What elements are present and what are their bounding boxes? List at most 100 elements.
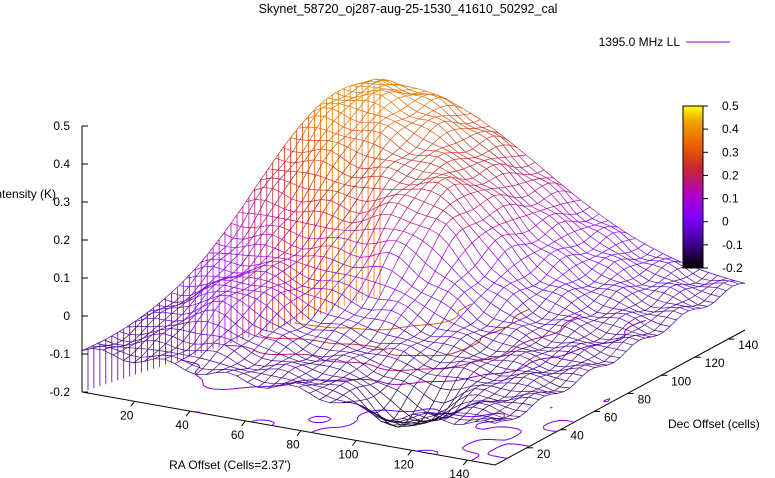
mesh-line [619, 302, 630, 308]
mesh-line [196, 289, 205, 298]
mesh-line [522, 359, 530, 365]
mesh-line [327, 181, 336, 191]
mesh-line [285, 341, 294, 348]
mesh-line [284, 151, 293, 162]
mesh-line [367, 327, 378, 333]
mesh-line [320, 140, 329, 150]
mesh-line [208, 276, 217, 284]
mesh-line [427, 312, 435, 324]
mesh-line [264, 188, 273, 201]
mesh-line [205, 369, 214, 375]
mesh-line [407, 299, 416, 308]
mesh-line [499, 221, 507, 225]
mesh-line [263, 291, 275, 298]
mesh-line [390, 214, 401, 219]
mesh-line [278, 353, 290, 359]
mesh-line [667, 282, 677, 285]
mesh-line [467, 388, 475, 396]
mesh-line [587, 224, 595, 228]
mesh-line [555, 295, 563, 304]
mesh-line [183, 340, 194, 345]
mesh-line [340, 112, 351, 120]
mesh-line [413, 133, 424, 140]
mesh-line [252, 315, 260, 325]
mesh-line [585, 274, 596, 283]
mesh-line [585, 364, 596, 368]
mesh-line [154, 354, 162, 360]
mesh-line [600, 346, 608, 353]
mesh-line [434, 312, 445, 320]
mesh-line [490, 382, 498, 387]
mesh-line [448, 244, 459, 259]
mesh-line [249, 307, 260, 316]
mesh-line [486, 359, 494, 364]
mesh-line [368, 158, 377, 169]
mesh-line [339, 195, 348, 206]
mesh-line [104, 335, 112, 341]
mesh-line [307, 296, 316, 305]
mesh-line [398, 421, 405, 423]
mesh-line [324, 116, 334, 122]
mesh-line [252, 265, 264, 270]
mesh-line [328, 229, 336, 238]
mesh-line [609, 312, 617, 318]
mesh-line [308, 378, 317, 383]
mesh-line [535, 219, 543, 226]
mesh-line [423, 394, 435, 402]
mesh-line [312, 369, 323, 375]
mesh-line [296, 261, 307, 266]
mesh-line [467, 157, 475, 159]
mesh-line [526, 316, 536, 324]
mesh-line [481, 247, 489, 258]
mesh-line [359, 376, 367, 380]
mesh-line [603, 361, 614, 363]
mesh-line [148, 309, 160, 312]
mesh-line [539, 361, 546, 367]
mesh-line [330, 245, 341, 250]
mesh-line [512, 217, 520, 221]
mesh-line [340, 323, 351, 329]
mesh-line [393, 109, 401, 115]
mesh-line [455, 234, 466, 251]
mesh-line [167, 324, 178, 327]
mesh-line [477, 377, 484, 382]
mesh-line [635, 300, 642, 306]
mesh-line [435, 270, 446, 278]
mesh-line [278, 282, 286, 286]
mesh-line [465, 179, 476, 186]
mesh-line [262, 233, 273, 235]
mesh-line [443, 416, 450, 421]
mesh-line [171, 355, 183, 361]
mesh-line [412, 94, 423, 97]
mesh-line [558, 222, 569, 235]
mesh-line [546, 208, 557, 214]
mesh-line [260, 177, 271, 181]
mesh-line [501, 419, 508, 422]
mesh-line [553, 386, 561, 392]
mesh-line [247, 364, 255, 369]
mesh-line [454, 392, 465, 400]
mesh-line [575, 364, 586, 366]
mesh-line [558, 326, 566, 335]
mesh-line [606, 284, 614, 290]
mesh-line [603, 305, 614, 309]
mesh-line [534, 190, 545, 200]
mesh-line [288, 371, 299, 378]
mesh-line [701, 306, 708, 309]
mesh-line [409, 87, 417, 90]
mesh-line [219, 291, 227, 296]
mesh-line [340, 350, 351, 353]
mesh-line [223, 269, 234, 274]
mesh-line [142, 332, 151, 339]
mesh-line [247, 368, 258, 371]
mesh-line [550, 193, 561, 205]
mesh-line [333, 323, 342, 331]
mesh-line [252, 233, 263, 238]
mesh-line [465, 250, 476, 266]
mesh-line [679, 288, 687, 293]
mesh-line [418, 90, 426, 94]
mesh-line [607, 362, 614, 366]
mesh-line [397, 170, 407, 177]
mesh-line [558, 345, 566, 352]
mesh-line [315, 373, 324, 380]
